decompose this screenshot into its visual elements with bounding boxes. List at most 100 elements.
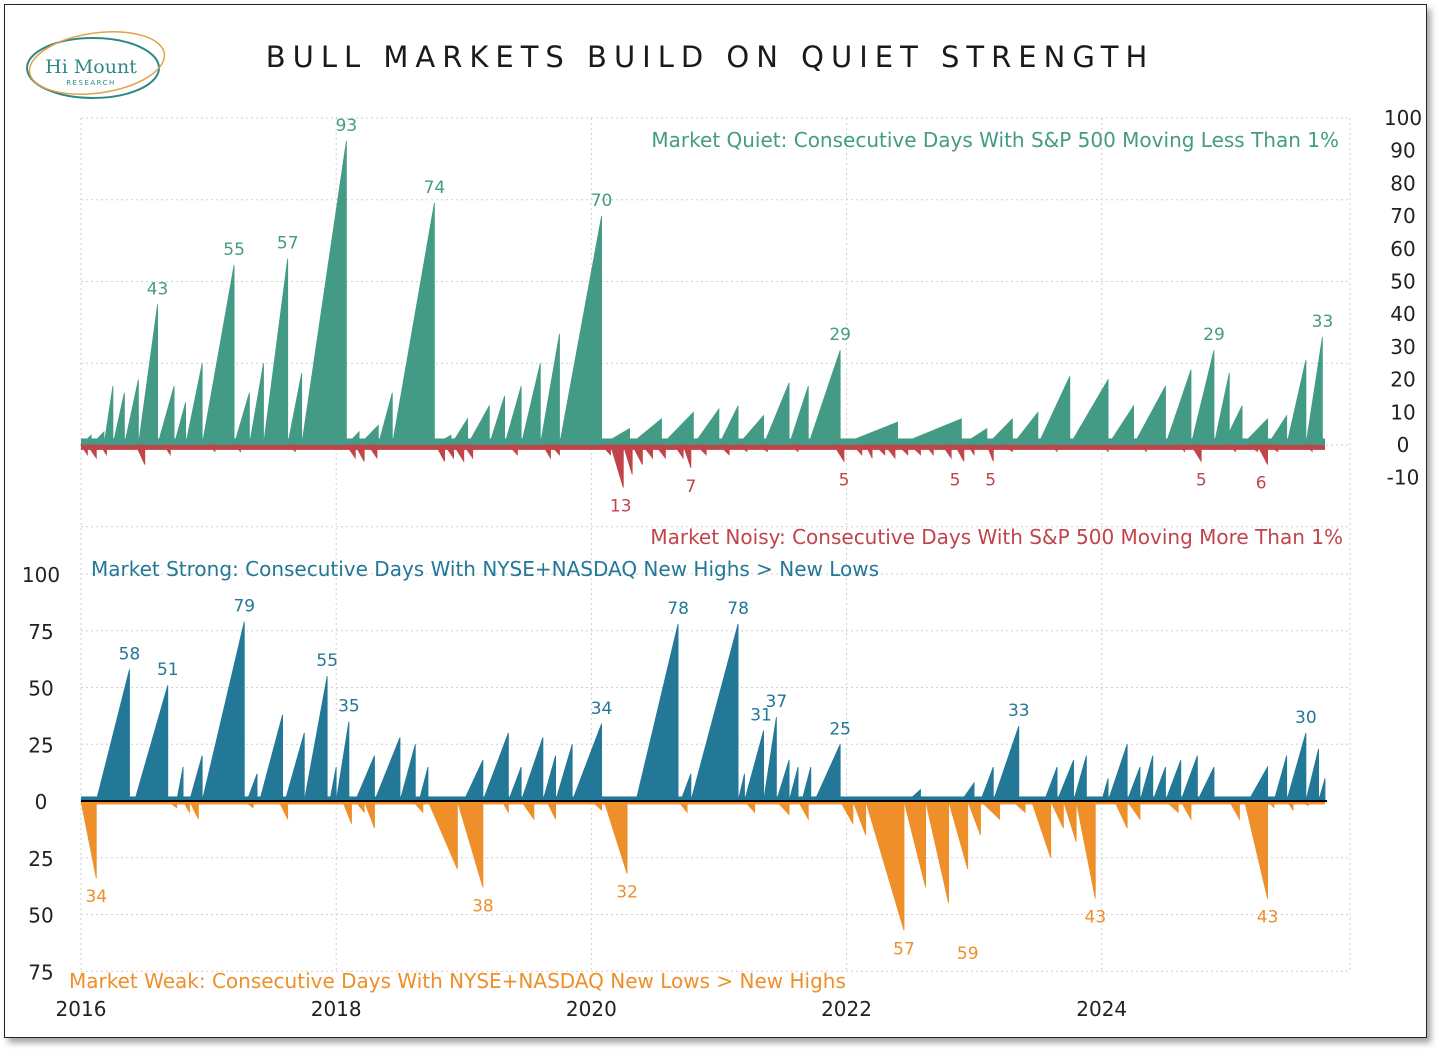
weak-area-neg (865, 800, 905, 931)
strong-data-label: 25 (829, 719, 851, 739)
quiet-area-pos (1069, 378, 1109, 446)
quiet-data-label: 43 (147, 279, 169, 299)
strong-area-pos (1126, 766, 1141, 802)
weak-data-label: 59 (957, 944, 979, 964)
quiet-baseline-band (81, 438, 1325, 445)
strong-area-pos (507, 766, 522, 802)
noisy-data-label: 5 (839, 470, 850, 490)
strong-area-pos (813, 744, 841, 802)
chart-frame: Hi Mount RESEARCH BULL MARKETS BUILD ON … (4, 4, 1427, 1038)
strong-area-pos (303, 676, 328, 802)
quiet-area-pos (504, 385, 522, 446)
weak-data-label: 57 (893, 939, 915, 959)
weak-area-neg (363, 800, 375, 829)
quiet-area-pos (377, 392, 393, 446)
series-title-strong: Market Strong: Consecutive Days With NYS… (91, 557, 879, 581)
strong-area-pos (520, 737, 544, 802)
weak-area-neg (1113, 800, 1128, 829)
series-title-quiet: Market Quiet: Consecutive Days With S&P … (651, 128, 1339, 152)
strong-area-pos (571, 723, 602, 802)
noisy-data-label: 6 (1256, 474, 1267, 494)
strong-area-pos (1073, 755, 1087, 802)
quiet-data-label: 29 (829, 325, 851, 345)
logo-name: Hi Mount (45, 56, 137, 78)
weak-area-neg (603, 800, 628, 874)
weak-data-label: 38 (472, 896, 494, 916)
quiet-area-pos (112, 392, 125, 446)
y-tick-label-right: 70 (1390, 204, 1415, 228)
strong-area-pos (399, 744, 416, 802)
strong-area-pos (763, 716, 777, 802)
x-tick-label: 2020 (566, 997, 617, 1021)
y-tick-label-right: 100 (1384, 106, 1422, 130)
strong-data-label: 31 (750, 706, 772, 726)
quiet-data-label: 74 (424, 178, 446, 198)
quiet-area-pos (233, 392, 250, 446)
series-title-weak: Market Weak: Consecutive Days With NYSE+… (69, 969, 846, 993)
chart-title: BULL MARKETS BUILD ON QUIET STRENGTH (266, 40, 1155, 74)
y-tick-label-left: 50 (28, 904, 53, 928)
strong-area-pos (1273, 755, 1288, 802)
y-tick-label-right: 50 (1390, 270, 1415, 294)
strong-area-pos (542, 755, 556, 802)
logo-swoosh (28, 31, 166, 95)
strong-area-pos (201, 621, 245, 802)
strong-area-pos (284, 732, 305, 802)
quiet-area-pos (1190, 350, 1215, 446)
logo: Hi Mount RESEARCH (26, 31, 166, 99)
y-tick-label-left: 25 (28, 733, 53, 757)
strong-data-label: 33 (1008, 701, 1030, 721)
quiet-area-pos (559, 216, 602, 446)
weak-data-label: 34 (85, 887, 107, 907)
quiet-area-pos (1213, 373, 1230, 446)
strong-area-pos (373, 737, 401, 802)
strong-area-pos (1056, 759, 1074, 802)
strong-area-pos (354, 755, 375, 802)
quiet-area-pos (788, 385, 809, 446)
quiet-area-pos (103, 386, 114, 446)
y-tick-label-right: 10 (1390, 400, 1415, 424)
weak-area-neg (1062, 800, 1077, 843)
strong-area-pos (418, 766, 429, 802)
strong-area-pos (1043, 766, 1058, 802)
strong-area-pos (1196, 766, 1215, 802)
y-tick-label-right: -10 (1387, 466, 1420, 490)
weak-baseline-band (81, 801, 1325, 805)
y-tick-label-right: 30 (1390, 335, 1415, 359)
y-tick-label-left: 0 (35, 790, 48, 814)
weak-area-neg (852, 800, 867, 836)
quiet-area-pos (1132, 385, 1166, 446)
quiet-data-label: 57 (277, 234, 299, 254)
strong-data-label: 30 (1295, 708, 1317, 728)
y-tick-label-right: 60 (1390, 237, 1415, 261)
quiet-area-pos (391, 202, 435, 446)
x-tick-label: 2024 (1076, 997, 1127, 1021)
strong-data-label: 55 (316, 651, 338, 671)
quiet-data-label: 33 (1312, 312, 1334, 332)
strong-area-pos (1305, 748, 1319, 802)
strong-area-pos (1107, 744, 1128, 802)
x-tick-label: 2016 (56, 997, 107, 1021)
quiet-area-pos (301, 140, 347, 446)
strong-data-label: 35 (338, 697, 360, 717)
weak-area-neg (1030, 800, 1052, 858)
weak-data-label: 43 (1257, 908, 1279, 928)
strong-area-pos (1247, 765, 1268, 802)
quiet-area-pos (137, 304, 158, 446)
x-tick-label: 2018 (311, 997, 362, 1021)
y-tick-label-left: 25 (28, 847, 53, 871)
strong-area-pos (555, 744, 573, 802)
quiet-area-pos (1037, 376, 1071, 446)
strong-data-label: 58 (119, 644, 141, 664)
chart-canvas: Hi Mount RESEARCH BULL MARKETS BUILD ON … (22, 31, 1422, 1021)
quiet-area-pos (1164, 369, 1192, 446)
quiet-area-pos (248, 363, 264, 446)
quiet-area-pos (287, 373, 303, 446)
weak-area-neg (1050, 800, 1064, 829)
strong-area-pos (743, 730, 764, 802)
strong-area-pos (979, 766, 994, 802)
strong-baseline-band (81, 796, 1325, 801)
y-tick-label-right: 80 (1390, 171, 1415, 195)
weak-area-neg (925, 800, 949, 904)
quiet-data-label: 29 (1203, 325, 1225, 345)
